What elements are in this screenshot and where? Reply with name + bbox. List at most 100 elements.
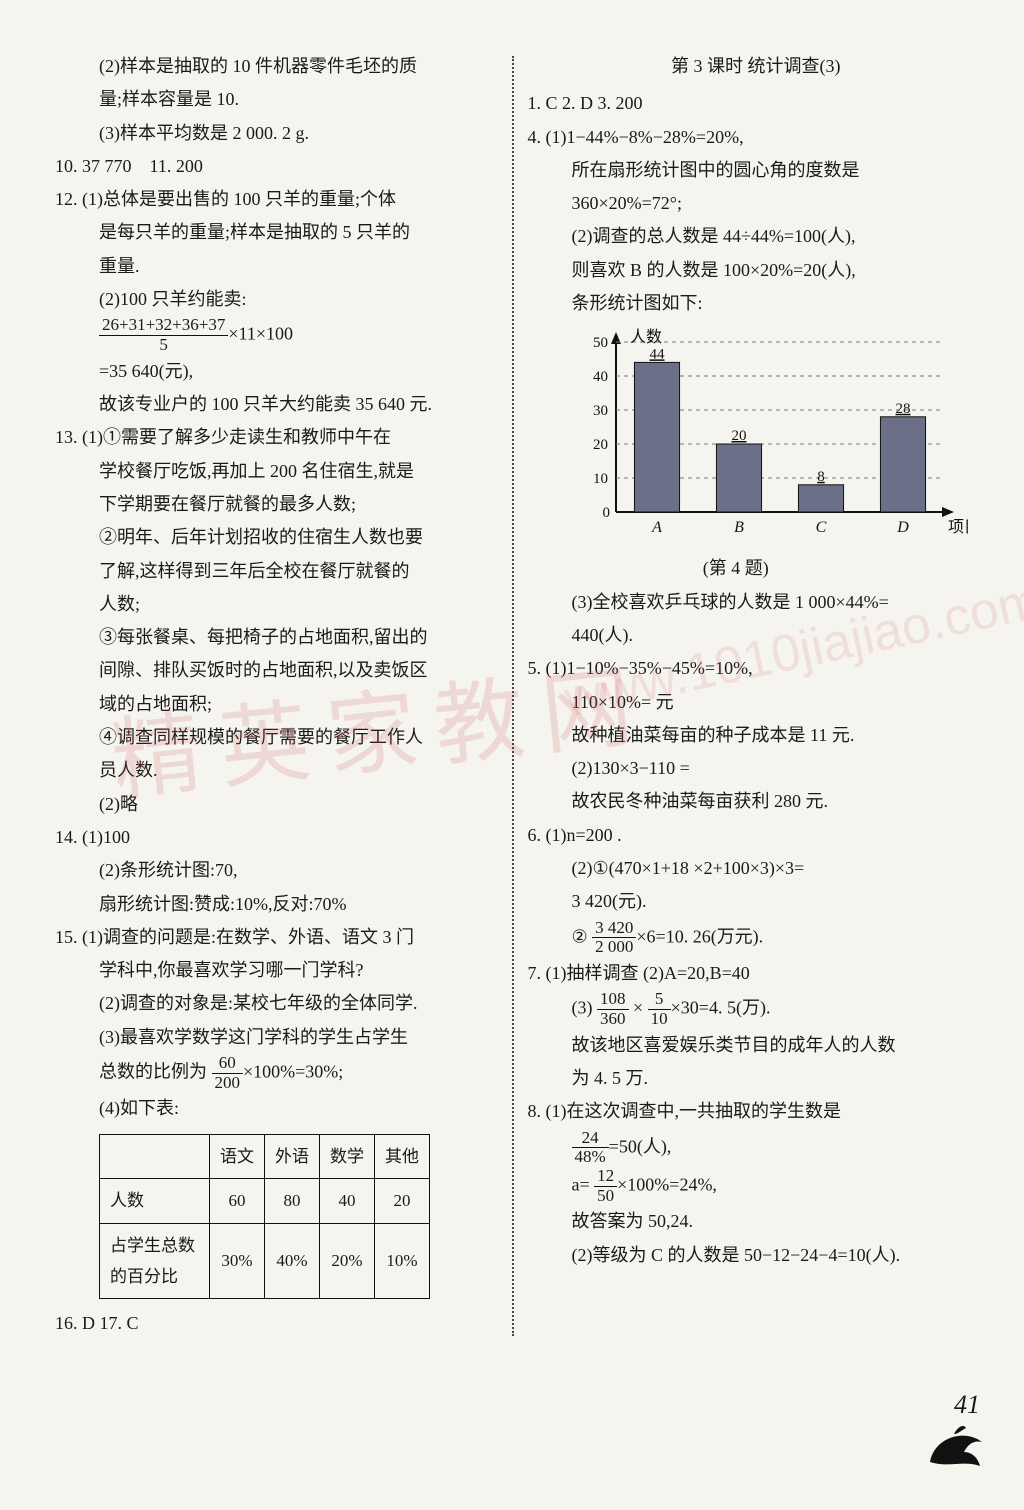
table-cell: 语文 [210, 1134, 265, 1178]
svg-text:28: 28 [895, 401, 910, 417]
left-column: (2)样本是抽取的 10 件机器零件毛坯的质 量;样本容量是 10. (3)样本… [55, 50, 520, 1341]
text-line: 所在扇形统计图中的圆心角的度数是 [528, 154, 985, 187]
svg-text:B: B [734, 519, 744, 536]
text-line: 量;样本容量是 10. [55, 83, 512, 116]
svg-text:30: 30 [593, 403, 608, 419]
formula-post: ×100%=24%, [617, 1174, 717, 1194]
fraction: 60 200 [212, 1054, 244, 1092]
formula-post: =50(人), [609, 1136, 672, 1156]
formula-post: ×6=10. 26(万元). [636, 926, 763, 946]
fraction-top: 60 [212, 1054, 244, 1074]
text-line: (3)全校喜欢乒乓球的人数是 1 000×44%= [528, 586, 985, 619]
text-line: (4)如下表: [55, 1092, 512, 1125]
formula-line: a= 12 50 ×100%=24%, [528, 1167, 985, 1205]
answer-10: 10. 37 770 [55, 156, 132, 176]
text-line: 13. (1)①需要了解多少走读生和教师中午在 [55, 421, 512, 454]
formula-tail: ×11×100 [228, 324, 293, 344]
text-line: 7. (1)抽样调查 (2)A=20,B=40 [528, 957, 985, 990]
text-line: 重量. [55, 250, 512, 283]
text-line: 故种植油菜每亩的种子成本是 11 元. [528, 719, 985, 752]
text-line: 下学期要在餐厅就餐的最多人数; [55, 488, 512, 521]
table-cell: 30% [210, 1223, 265, 1299]
svg-text:20: 20 [593, 437, 608, 453]
fraction: 24 48% [572, 1129, 609, 1167]
text-line: 是每只羊的重量;样本是抽取的 5 只羊的 [55, 216, 512, 249]
fraction-top: 3 420 [592, 919, 636, 939]
text-line: 间隙、排队买饭时的占地面积,以及卖饭区 [55, 654, 512, 687]
formula-mid: × [633, 998, 643, 1018]
text-line: ③每张餐桌、每把椅子的占地面积,留出的 [55, 621, 512, 654]
text-line: (2)调查的对象是:某校七年级的全体同学. [55, 987, 512, 1020]
bar-chart-svg: 10203040500人数44A20B8C28D项目 [568, 328, 968, 548]
table-cell [100, 1134, 210, 1178]
text-line: 110×10%= 元 [528, 686, 985, 719]
text-line: ②明年、后年计划招收的住宿生人数也要 [55, 521, 512, 554]
chart-caption: (第 4 题) [528, 552, 985, 585]
text-line: 条形统计图如下: [528, 287, 985, 320]
fraction-bot: 50 [594, 1187, 617, 1206]
svg-text:C: C [815, 519, 826, 536]
text-line: 为 4. 5 万. [528, 1062, 985, 1095]
table-cell: 人数 [100, 1179, 210, 1223]
svg-text:40: 40 [593, 369, 608, 385]
text-line: (2)条形统计图:70, [55, 854, 512, 887]
text-line: 14. (1)100 [55, 821, 512, 854]
fraction-top: 12 [594, 1167, 617, 1187]
text-line: =35 640(元), [55, 355, 512, 388]
text-line: 1. C 2. D 3. 200 [528, 87, 985, 120]
table-cell: 10% [375, 1223, 430, 1299]
fraction: 108 360 [597, 990, 629, 1028]
text-line: 6. (1)n=200 . [528, 819, 985, 852]
page-number: 41 [954, 1390, 980, 1420]
text-line: 12. (1)总体是要出售的 100 只羊的重量;个体 [55, 183, 512, 216]
text-line: (2)样本是抽取的 10 件机器零件毛坯的质 [55, 50, 512, 83]
formula-line: (3) 108 360 × 5 10 ×30=4. 5(万). [528, 990, 985, 1028]
table-cell: 80 [265, 1179, 320, 1223]
fraction-bot: 5 [99, 336, 228, 355]
svg-text:8: 8 [817, 469, 825, 485]
formula-line: 24 48% =50(人), [528, 1129, 985, 1167]
answer-11: 11. 200 [150, 156, 203, 176]
table-cell: 40% [265, 1223, 320, 1299]
lesson-title: 第 3 课时 统计调查(3) [528, 50, 985, 83]
text-line: (2)130×3−110 = [528, 752, 985, 785]
table-row: 占学生总数的百分比 30% 40% 20% 10% [100, 1223, 430, 1299]
svg-text:项目: 项目 [948, 519, 968, 536]
formula-line: 26+31+32+36+37 5 ×11×100 [55, 316, 512, 354]
text-line: 440(人). [528, 619, 985, 652]
fraction-top: 26+31+32+36+37 [99, 316, 228, 336]
formula-line: ② 3 420 2 000 ×6=10. 26(万元). [528, 919, 985, 957]
text-line: (3)样本平均数是 2 000. 2 g. [55, 117, 512, 150]
table-cell: 其他 [375, 1134, 430, 1178]
text-line: 故该专业户的 100 只羊大约能卖 35 640 元. [55, 388, 512, 421]
bar-chart: 10203040500人数44A20B8C28D项目 [568, 328, 968, 548]
fraction: 3 420 2 000 [592, 919, 636, 957]
fraction: 5 10 [648, 990, 671, 1028]
text-line: 扇形统计图:赞成:10%,反对:70% [55, 888, 512, 921]
text-line: 故农民冬种油菜每亩获利 280 元. [528, 785, 985, 818]
svg-text:20: 20 [731, 428, 746, 444]
text-line: 员人数. [55, 754, 512, 787]
text-line: 360×20%=72°; [528, 187, 985, 220]
text-line: 学科中,你最喜欢学习哪一门学科? [55, 954, 512, 987]
fraction-bot: 48% [572, 1148, 609, 1167]
formula-pre: (3) [572, 998, 593, 1018]
right-column: 第 3 课时 统计调查(3) 1. C 2. D 3. 200 4. (1)1−… [520, 50, 985, 1341]
table-cell: 40 [320, 1179, 375, 1223]
fraction: 26+31+32+36+37 5 [99, 316, 228, 354]
text-line: 人数; [55, 588, 512, 621]
table-cell: 数学 [320, 1134, 375, 1178]
text-line: 3 420(元). [528, 885, 985, 918]
dolphin-icon [924, 1418, 988, 1474]
fraction-bot: 2 000 [592, 938, 636, 957]
svg-text:D: D [896, 519, 909, 536]
text-line: 4. (1)1−44%−8%−28%=20%, [528, 121, 985, 154]
svg-text:10: 10 [593, 471, 608, 487]
fraction-top: 5 [648, 990, 671, 1010]
column-divider [512, 56, 514, 1336]
text-line: 10. 37 770 11. 200 [55, 150, 512, 183]
text-line: 则喜欢 B 的人数是 100×20%=20(人), [528, 254, 985, 287]
formula-pre: a= [572, 1174, 590, 1194]
text-line: (2)等级为 C 的人数是 50−12−24−4=10(人). [528, 1239, 985, 1272]
text-line: (3)最喜欢学数学这门学科的学生占学生 [55, 1021, 512, 1054]
